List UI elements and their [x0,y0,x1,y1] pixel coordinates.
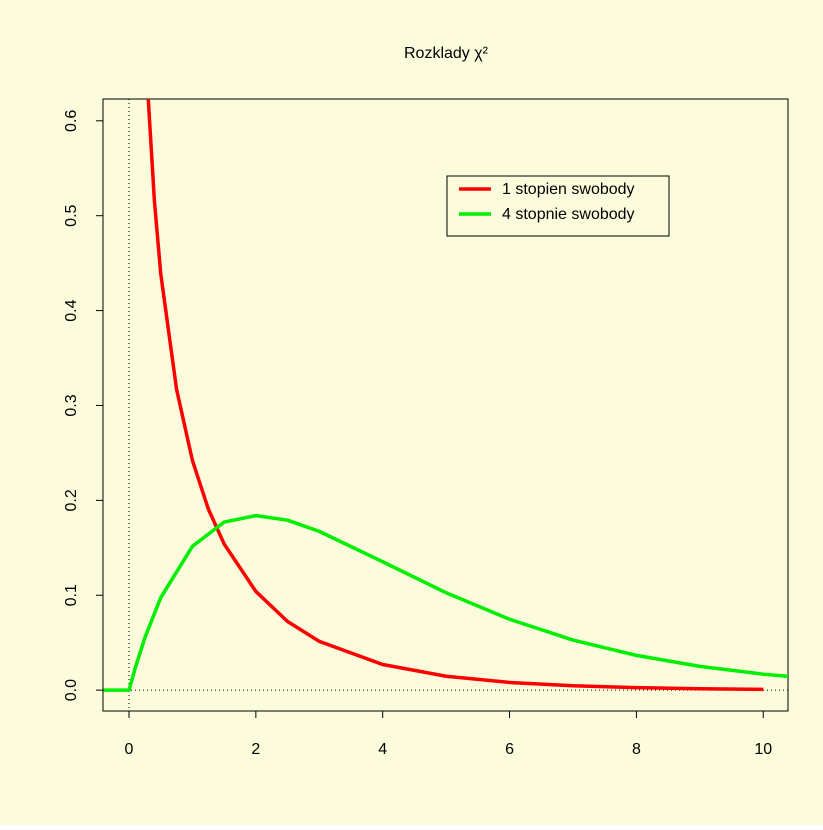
y-tick-label: 0.2 [63,489,80,511]
y-tick-label: 0.6 [63,110,80,132]
x-tick-label: 8 [632,741,641,758]
plot-lines [103,99,788,692]
x-tick-label: 6 [505,741,514,758]
x-tick-label: 4 [378,741,387,758]
x-tick-label: 10 [754,741,772,758]
series-line [146,99,764,692]
x-tick-label: 0 [125,741,134,758]
legend-label: 1 stopien swobody [502,181,635,198]
y-tick-label: 0.5 [63,204,80,226]
legend: 1 stopien swobody 4 stopnie swobody [446,175,670,237]
legend-box [446,175,670,237]
x-tick-label: 2 [251,741,260,758]
legend-label: 4 stopnie swobody [502,206,635,223]
y-tick-label: 0.0 [63,679,80,701]
y-tick-label: 0.1 [63,584,80,606]
y-tick-label: 0.4 [63,299,80,321]
chart-title: Rozklady χ² [404,45,489,62]
series-line [103,513,788,692]
y-tick-label: 0.3 [63,394,80,416]
